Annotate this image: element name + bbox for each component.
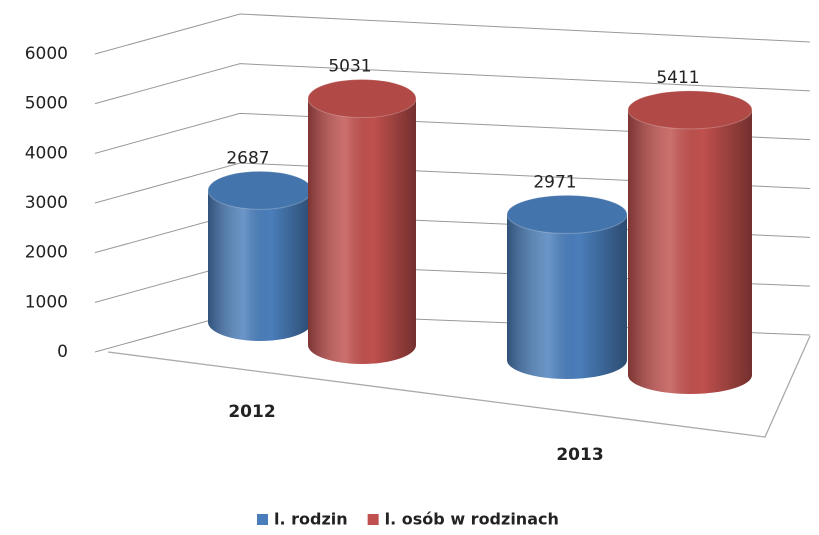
grid-line bbox=[94, 63, 811, 105]
cylinder-top-shade bbox=[208, 171, 312, 210]
data-label: 5031 bbox=[328, 56, 371, 76]
floor-edge bbox=[107, 335, 811, 438]
y-tick-label: 6000 bbox=[25, 44, 68, 64]
legend-label: l. rodzin bbox=[274, 510, 348, 529]
y-tick-label: 4000 bbox=[25, 143, 68, 163]
cylinder-top-shade bbox=[308, 79, 416, 118]
y-tick-label: 2000 bbox=[25, 243, 68, 263]
cylinder-top-shade bbox=[507, 195, 627, 234]
grid-line bbox=[94, 13, 811, 55]
y-tick-label: 1000 bbox=[25, 292, 68, 312]
x-tick-label: 2012 bbox=[228, 402, 275, 422]
x-tick-label: 2013 bbox=[556, 445, 603, 465]
legend-swatch bbox=[367, 514, 379, 525]
cylinder-top bbox=[627, 90, 753, 130]
cylinder-top bbox=[307, 78, 417, 118]
cylinder-top bbox=[506, 194, 628, 234]
cylinder-shade bbox=[507, 214, 627, 379]
data-label: 2687 bbox=[226, 148, 269, 168]
y-tick-label: 3000 bbox=[25, 193, 68, 213]
cylinder-shade bbox=[628, 109, 752, 395]
grid-line bbox=[94, 112, 811, 154]
legend-swatch bbox=[257, 514, 268, 525]
y-tick-label: 0 bbox=[57, 342, 68, 362]
cylinder-top-shade bbox=[628, 90, 752, 129]
legend-label: l. osób w rodzinach bbox=[385, 510, 559, 529]
cylinder-shade bbox=[208, 190, 312, 341]
grid-line bbox=[94, 162, 811, 204]
data-label: 2971 bbox=[533, 172, 576, 192]
data-label: 5411 bbox=[656, 68, 699, 88]
y-tick-label: 5000 bbox=[25, 94, 68, 114]
cylinder-shade bbox=[308, 98, 416, 364]
